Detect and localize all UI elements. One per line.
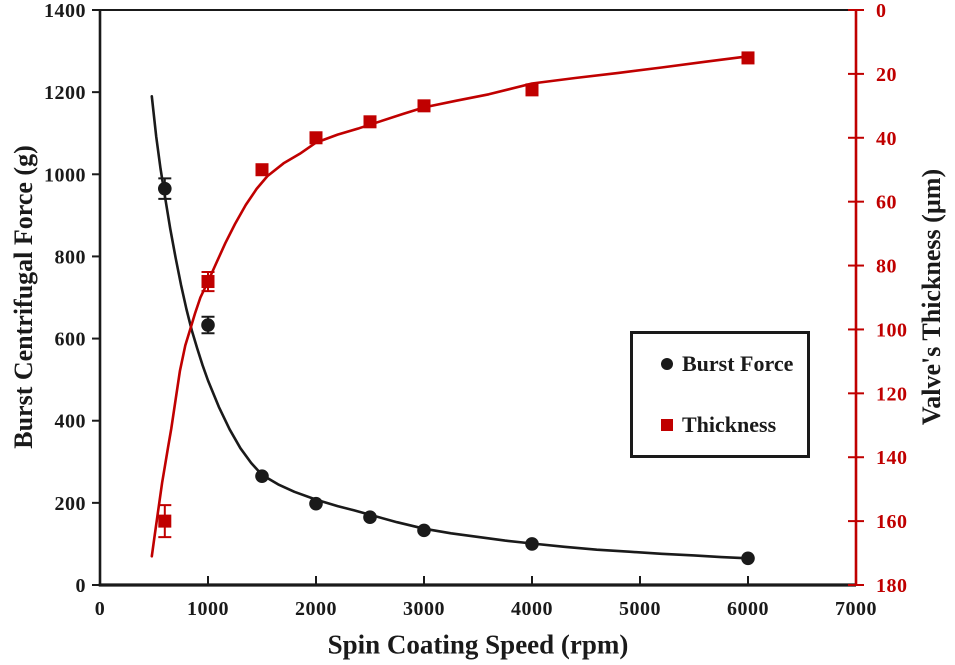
- y-right-tick-label: 0: [876, 0, 887, 22]
- right-axis-title: Valve's Thickness (µm): [917, 168, 946, 426]
- x-tick-label: 0: [95, 598, 106, 620]
- y-left-tick-label: 600: [55, 329, 87, 351]
- burst-force-point: [158, 181, 172, 196]
- y-right-tick-label: 100: [876, 319, 908, 341]
- x-tick-label: 6000: [727, 598, 769, 620]
- x-tick-label: 3000: [403, 598, 445, 620]
- burst-force-point: [741, 551, 755, 566]
- x-tick-label: 7000: [835, 598, 877, 620]
- thickness-trend-line: [150, 55, 750, 558]
- burst-force-point: [525, 537, 539, 551]
- burst-force-point: [201, 318, 215, 332]
- thickness-point: [309, 131, 323, 145]
- x-axis-title: Spin Coating Speed (rpm): [327, 629, 629, 660]
- legend: Burst Force Thickness: [630, 331, 810, 458]
- burst-force-point: [255, 469, 269, 483]
- legend-item-thickness: Thickness: [661, 412, 807, 438]
- thickness-point: [201, 275, 215, 289]
- y-left-tick-label: 200: [55, 493, 87, 515]
- left-axis-title: Burst Centrifugal Force (g): [9, 145, 38, 449]
- y-left-tick-label: 400: [55, 411, 87, 433]
- burst-force-point: [309, 496, 323, 511]
- x-tick-label: 2000: [295, 598, 337, 620]
- x-tick-label: 1000: [187, 598, 229, 620]
- y-right-tick-label: 20: [876, 64, 897, 86]
- thickness-point: [417, 99, 431, 113]
- thickness-point: [255, 163, 269, 177]
- x-tick-label: 5000: [619, 598, 661, 620]
- burst-force-marker-icon: [661, 358, 673, 371]
- thickness-point: [363, 115, 377, 129]
- y-left-tick-label: 1400: [44, 0, 86, 22]
- y-left-tick-label: 0: [76, 575, 87, 597]
- thickness-point: [741, 51, 755, 65]
- y-left-tick-label: 1200: [44, 82, 86, 104]
- legend-item-burst-force: Burst Force: [661, 351, 807, 377]
- burst-force-point: [417, 523, 431, 538]
- burst-force-point: [363, 510, 377, 525]
- x-tick-label: 4000: [511, 598, 553, 620]
- legend-burst-force-label: Burst Force: [682, 351, 794, 377]
- legend-thickness-label: Thickness: [682, 411, 777, 437]
- y-left-tick-label: 800: [55, 246, 87, 268]
- thickness-point: [525, 83, 539, 97]
- y-right-tick-label: 160: [876, 511, 908, 533]
- y-right-tick-label: 60: [876, 192, 897, 214]
- thickness-marker-icon: [661, 418, 673, 431]
- y-right-tick-label: 140: [876, 447, 908, 469]
- y-left-tick-label: 1000: [44, 164, 86, 186]
- y-right-tick-label: 120: [876, 383, 908, 405]
- y-right-tick-label: 40: [876, 128, 897, 150]
- burst-force-trend-line: [150, 95, 750, 560]
- thickness-point: [158, 514, 172, 528]
- y-right-tick-label: 180: [876, 575, 908, 597]
- y-right-tick-label: 80: [876, 256, 897, 278]
